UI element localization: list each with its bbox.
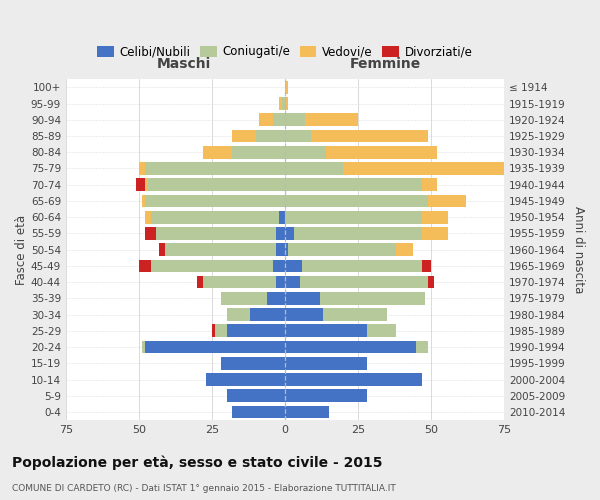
Bar <box>148 178 285 191</box>
Bar <box>285 146 326 158</box>
Bar <box>227 308 250 321</box>
Bar <box>259 114 273 126</box>
Text: COMUNE DI CARDETO (RC) - Dati ISTAT 1° gennaio 2015 - Elaborazione TUTTITALIA.IT: COMUNE DI CARDETO (RC) - Dati ISTAT 1° g… <box>12 484 396 493</box>
Bar <box>396 244 413 256</box>
Bar <box>285 357 367 370</box>
Bar <box>422 178 437 191</box>
Bar <box>145 178 148 191</box>
Bar <box>145 340 285 353</box>
Bar <box>279 97 282 110</box>
Bar <box>145 211 151 224</box>
Bar <box>232 406 285 418</box>
Bar <box>142 340 145 353</box>
Bar <box>293 227 422 239</box>
Bar <box>285 97 288 110</box>
Bar <box>285 324 367 337</box>
Bar <box>320 292 425 304</box>
Bar <box>276 227 285 239</box>
Bar <box>416 340 428 353</box>
Bar <box>276 276 285 288</box>
Bar <box>285 194 428 207</box>
Y-axis label: Anni di nascita: Anni di nascita <box>572 206 585 294</box>
Bar <box>206 373 285 386</box>
Bar <box>151 211 279 224</box>
Bar <box>197 276 203 288</box>
Bar <box>151 260 273 272</box>
Bar <box>285 340 416 353</box>
Bar <box>221 292 268 304</box>
Bar <box>285 178 422 191</box>
Bar <box>145 162 285 175</box>
Bar <box>285 373 422 386</box>
Bar <box>160 244 165 256</box>
Bar <box>285 308 323 321</box>
Bar <box>422 227 448 239</box>
Bar <box>428 194 466 207</box>
Bar <box>305 114 358 126</box>
Bar <box>165 244 276 256</box>
Bar <box>273 260 285 272</box>
Bar <box>326 146 437 158</box>
Bar <box>285 81 288 94</box>
Bar <box>285 114 305 126</box>
Bar <box>285 244 288 256</box>
Bar <box>268 292 285 304</box>
Bar <box>203 276 276 288</box>
Bar <box>227 390 285 402</box>
Bar <box>422 211 448 224</box>
Bar <box>285 406 329 418</box>
Bar <box>212 324 215 337</box>
Bar <box>285 260 302 272</box>
Bar <box>139 162 145 175</box>
Bar <box>311 130 428 142</box>
Text: Femmine: Femmine <box>350 56 421 70</box>
Bar <box>139 260 151 272</box>
Bar <box>299 276 428 288</box>
Bar <box>282 97 285 110</box>
Bar <box>288 244 396 256</box>
Text: Maschi: Maschi <box>157 56 211 70</box>
Bar <box>232 130 256 142</box>
Bar <box>221 357 285 370</box>
Bar <box>343 162 518 175</box>
Bar <box>285 227 293 239</box>
Bar <box>250 308 285 321</box>
Bar <box>273 114 285 126</box>
Bar <box>422 260 431 272</box>
Bar <box>136 178 145 191</box>
Bar <box>285 130 311 142</box>
Bar <box>279 211 285 224</box>
Y-axis label: Fasce di età: Fasce di età <box>15 214 28 284</box>
Bar <box>285 211 422 224</box>
Bar <box>227 324 285 337</box>
Bar <box>285 276 299 288</box>
Bar <box>428 276 434 288</box>
Bar <box>285 162 343 175</box>
Bar <box>203 146 232 158</box>
Bar <box>323 308 387 321</box>
Bar <box>232 146 285 158</box>
Bar <box>285 292 320 304</box>
Text: Popolazione per età, sesso e stato civile - 2015: Popolazione per età, sesso e stato civil… <box>12 456 383 470</box>
Bar <box>145 194 285 207</box>
Bar <box>367 324 396 337</box>
Bar <box>285 390 367 402</box>
Bar <box>157 227 276 239</box>
Bar <box>256 130 285 142</box>
Bar <box>142 194 145 207</box>
Legend: Celibi/Nubili, Coniugati/e, Vedovi/e, Divorziati/e: Celibi/Nubili, Coniugati/e, Vedovi/e, Di… <box>92 40 478 63</box>
Bar <box>215 324 227 337</box>
Bar <box>276 244 285 256</box>
Bar <box>145 227 157 239</box>
Bar <box>302 260 422 272</box>
